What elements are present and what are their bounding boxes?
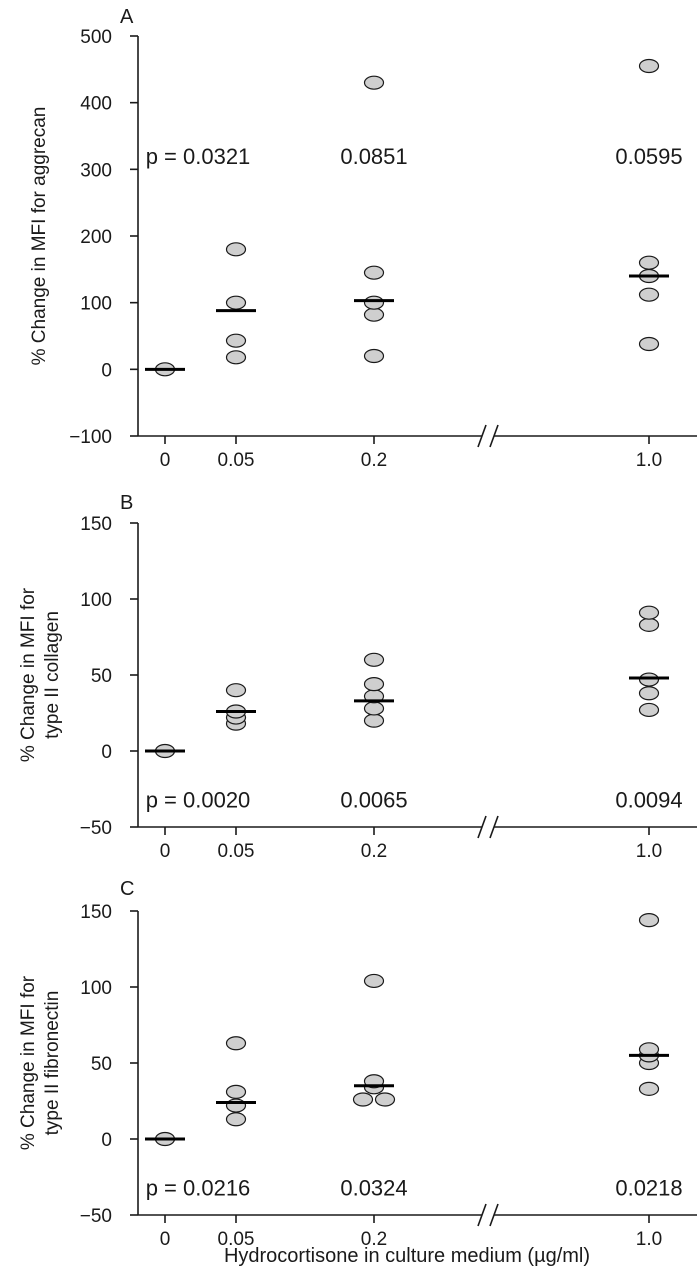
axis-break-gap (482, 1203, 494, 1227)
y-tick-label: −50 (80, 1206, 112, 1227)
p-value-label: 0.0851 (340, 144, 407, 169)
y-tick-label: 100 (80, 978, 112, 999)
data-point (638, 287, 660, 302)
data-point (638, 58, 660, 74)
data-point (638, 1081, 660, 1096)
axis-break-mark (489, 1203, 499, 1227)
x-tick-label: 0.05 (218, 450, 255, 471)
panel-a: −100 0 100 200 300 400 500 0 0.05 0.2 1.0 p = 0.032… (29, 6, 697, 471)
x-tick-label: 0 (160, 450, 171, 471)
y-axis-label: % Change in MFI for aggrecan (29, 107, 50, 366)
y-tick-label: 0 (101, 742, 112, 763)
axis-break-gap (482, 424, 494, 448)
x-tick-label: 1.0 (636, 841, 662, 862)
data-point (638, 605, 660, 620)
p-value-label: 0.0065 (340, 788, 407, 813)
y-tick-label: 300 (80, 160, 112, 181)
data-point (363, 973, 385, 989)
data-point (638, 672, 660, 687)
y-tick-label: 100 (80, 590, 112, 611)
x-tick-label: 0.2 (361, 841, 387, 862)
y-tick-label: 0 (101, 360, 112, 381)
axis-break-mark (477, 424, 487, 448)
data-point (638, 336, 660, 352)
data-point (225, 683, 247, 698)
x-tick-label: 1.0 (636, 1229, 662, 1250)
data-point (363, 307, 385, 322)
x-tick-label: 0.05 (218, 841, 255, 862)
y-tick-label: 400 (80, 94, 112, 115)
x-tick-label: 0.05 (218, 1229, 255, 1250)
y-axis-label-line: % Change in MFI for (18, 587, 39, 762)
x-tick-label: 0 (160, 1229, 171, 1250)
data-point (638, 1042, 660, 1057)
y-tick-label: −100 (69, 427, 112, 448)
data-point (352, 1092, 374, 1107)
y-tick-label: −50 (80, 818, 112, 839)
data-point (225, 350, 247, 365)
panel-letter: A (120, 6, 134, 28)
data-point (225, 1084, 247, 1099)
p-value-label: p = 0.0020 (146, 788, 251, 813)
y-tick-label: 150 (80, 902, 112, 923)
axis-break-mark (477, 1203, 487, 1227)
y-tick-label: 150 (80, 514, 112, 535)
y-tick-label: 100 (80, 294, 112, 315)
y-tick-label: 50 (91, 1054, 112, 1075)
x-tick-label: 0 (160, 841, 171, 862)
data-point (225, 333, 247, 348)
data-point (638, 255, 660, 270)
data-point (638, 617, 660, 632)
p-value-label: 0.0218 (615, 1176, 682, 1201)
x-axis-label: Hydrocortisone in culture medium (µg/ml) (224, 1245, 590, 1267)
data-point (363, 75, 385, 90)
y-tick-label: 0 (101, 1130, 112, 1151)
data-point (638, 913, 660, 928)
data-point (363, 295, 385, 310)
x-tick-label: 0.2 (361, 1229, 387, 1250)
data-point (374, 1092, 396, 1107)
data-point (363, 348, 385, 364)
axis-break-mark (477, 815, 487, 839)
data-point (225, 242, 247, 257)
data-point (225, 1098, 247, 1113)
axis-break-gap (482, 815, 494, 839)
axis-break-mark (489, 815, 499, 839)
y-axis-label-line: % Change in MFI for (18, 975, 39, 1150)
axis-break-mark (489, 424, 499, 448)
y-tick-label: 50 (91, 666, 112, 687)
data-point (225, 1036, 247, 1051)
panel-letter: C (120, 878, 134, 900)
p-value-label: 0.0094 (615, 788, 682, 813)
data-point (363, 652, 385, 667)
x-tick-label: 1.0 (636, 450, 662, 471)
data-point (363, 701, 385, 716)
p-value-label: p = 0.0216 (146, 1176, 251, 1201)
data-point (225, 295, 247, 310)
data-point (638, 686, 660, 701)
panel-b: −50 0 50 100 150 0 0.05 0.2 1.0 p = 0.0020 0.0065 0… (18, 492, 697, 862)
y-axis-label-line: type II fibronectin (42, 991, 63, 1136)
p-value-label: p = 0.0321 (146, 144, 251, 169)
data-point (363, 677, 385, 692)
y-axis-label-line: type II collagen (42, 611, 63, 739)
data-point (363, 265, 385, 280)
panel-letter: B (120, 492, 133, 514)
panel-c: −50 0 50 100 150 0 0.05 0.2 1.0 p = 0.0216 0.0324 0… (18, 878, 697, 1250)
y-tick-label: 200 (80, 227, 112, 248)
x-tick-label: 0.2 (361, 450, 387, 471)
y-tick-label: 500 (80, 27, 112, 48)
data-point (225, 1112, 247, 1127)
data-point (363, 713, 385, 728)
data-point (638, 702, 660, 718)
p-value-label: 0.0595 (615, 144, 682, 169)
p-value-label: 0.0324 (340, 1176, 407, 1201)
